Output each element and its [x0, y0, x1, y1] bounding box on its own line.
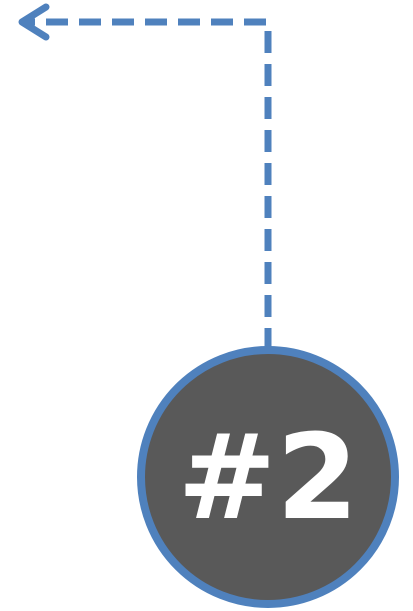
dashed-connector-line: [28, 18, 272, 350]
step-badge: #2: [137, 346, 399, 608]
badge-circle: [137, 346, 399, 608]
badge-label: #2: [178, 408, 359, 546]
arrow-left-icon: [18, 3, 50, 41]
